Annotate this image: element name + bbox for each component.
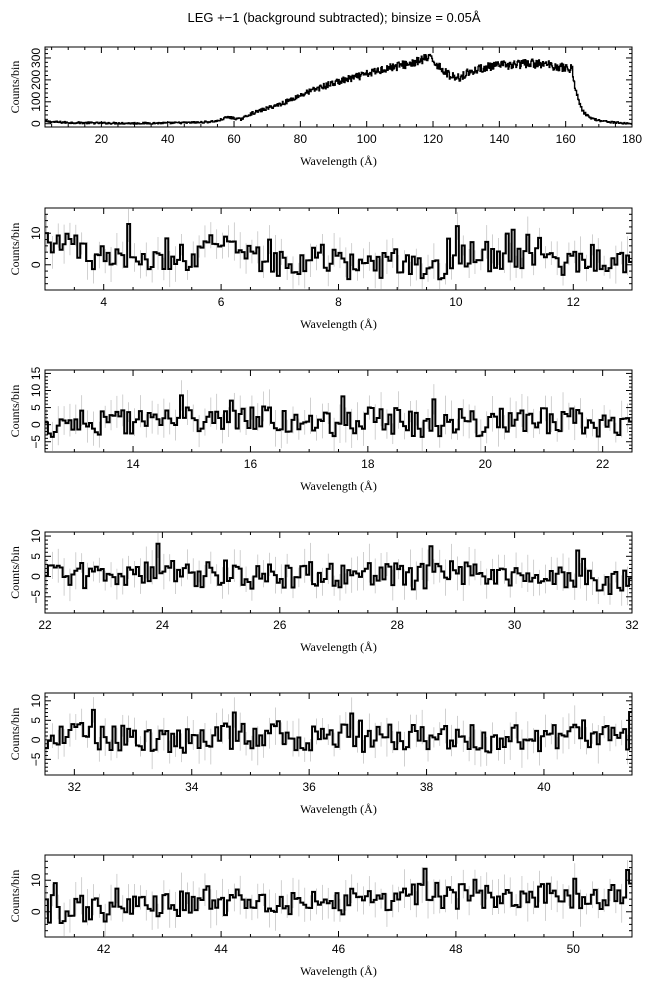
x-tick-label: 50	[567, 942, 581, 956]
x-tick-label: 60	[227, 132, 241, 146]
x-tick-label: 16	[244, 457, 258, 471]
y-axis-label: Counts/bin	[8, 546, 22, 599]
spectrum-line	[44, 53, 633, 125]
x-axis-label: Wavelength (Å)	[300, 640, 377, 654]
y-tick-label: 5	[29, 553, 43, 560]
y-tick-label: 10	[29, 384, 43, 398]
x-tick-label: 8	[335, 295, 342, 309]
spectrum-line	[45, 708, 632, 754]
y-axis-label: Counts/bin	[8, 223, 22, 276]
x-axis-label: Wavelength (Å)	[300, 154, 377, 168]
y-axis-label: Counts/bin	[8, 385, 22, 438]
chart-panel-1: 20 40 60 80 100 120 140 160 1800100200300Wavelen…	[8, 46, 642, 168]
x-tick-label: 160	[556, 132, 576, 146]
x-tick-label: 120	[423, 132, 443, 146]
y-tick-label: 200	[29, 70, 43, 90]
y-tick-label: −5	[29, 752, 43, 766]
chart-panel-2: 4 6 8 10 12 0 10 Wavelength (Å) Counts/bin	[8, 207, 633, 331]
spectrum-line	[45, 223, 632, 281]
x-tick-label: 22	[596, 457, 610, 471]
x-tick-label: 42	[97, 942, 111, 956]
x-tick-label: 26	[273, 618, 287, 632]
x-tick-label: 140	[489, 132, 509, 146]
plot-frame	[44, 207, 633, 291]
y-tick-label: 300	[29, 48, 43, 68]
y-axis-label: Counts/bin	[8, 61, 22, 114]
spectrum-line	[45, 542, 632, 596]
x-tick-label: 18	[361, 457, 375, 471]
x-tick-label: 40	[161, 132, 175, 146]
y-tick-label: 100	[29, 91, 43, 111]
figure-title: LEG +−1 (background subtracted); binsize…	[187, 10, 480, 25]
y-tick-label: 10	[29, 529, 43, 543]
chart-panel-3: 14 16 18 20 22 −5 0 5 10 15 Wavelength (Å) Counts/b…	[8, 366, 633, 493]
y-tick-label: −5	[29, 435, 43, 449]
y-tick-label: 0	[29, 736, 43, 743]
chart-panel-6: 42 44 46 48 50 0 10 Wavelength (Å) Counts/bin	[8, 854, 633, 978]
error-bars	[46, 533, 628, 606]
spectrum-line	[45, 394, 632, 438]
x-tick-label: 180	[622, 132, 642, 146]
x-tick-label: 10	[449, 295, 463, 309]
x-tick-label: 34	[185, 780, 199, 794]
y-tick-label: 0	[29, 261, 43, 268]
x-axis-label: Wavelength (Å)	[300, 802, 377, 816]
x-tick-label: 46	[332, 942, 346, 956]
x-tick-label: 30	[508, 618, 522, 632]
x-tick-label: 6	[218, 295, 225, 309]
x-tick-label: 38	[420, 780, 434, 794]
y-tick-label: 5	[29, 717, 43, 724]
x-tick-label: 28	[391, 618, 405, 632]
plot-frame	[44, 369, 633, 453]
y-tick-label: 10	[29, 873, 43, 887]
x-axis-label: Wavelength (Å)	[300, 964, 377, 978]
chart-panel-5: 32 34 36 38 40 −5 0 5 10 Wavelength (Å) Counts/bin	[8, 692, 633, 816]
y-tick-label: 10	[29, 226, 43, 240]
y-tick-label: 0	[29, 421, 43, 428]
y-tick-label: 0	[29, 908, 43, 915]
x-tick-label: 32	[625, 618, 639, 632]
y-tick-label: −5	[29, 590, 43, 604]
x-tick-label: 44	[214, 942, 228, 956]
plot-frame	[44, 46, 633, 128]
x-axis-label: Wavelength (Å)	[300, 317, 377, 331]
x-tick-label: 12	[567, 295, 581, 309]
x-tick-label: 48	[449, 942, 463, 956]
x-tick-label: 20	[95, 132, 109, 146]
y-axis-label: Counts/bin	[8, 870, 22, 923]
x-tick-label: 4	[100, 295, 107, 309]
y-tick-label: 10	[29, 694, 43, 708]
x-tick-label: 80	[294, 132, 308, 146]
x-tick-label: 40	[537, 780, 551, 794]
spectrum-line	[45, 867, 632, 924]
x-tick-label: 100	[357, 132, 377, 146]
chart-panel-4: 22 24 26 28 30 32 −5 0 5 10 Wavelength (Å) Counts/b…	[8, 529, 639, 654]
y-tick-label: 0	[29, 573, 43, 580]
x-tick-label: 20	[479, 457, 493, 471]
y-tick-label: 15	[29, 366, 43, 380]
y-tick-label: 0	[29, 120, 43, 127]
y-axis-label: Counts/bin	[8, 708, 22, 761]
x-tick-label: 22	[38, 618, 52, 632]
x-tick-label: 24	[156, 618, 170, 632]
x-axis-label: Wavelength (Å)	[300, 479, 377, 493]
x-tick-label: 36	[302, 780, 316, 794]
x-tick-label: 14	[126, 457, 140, 471]
y-tick-label: 5	[29, 404, 43, 411]
x-tick-label: 32	[68, 780, 82, 794]
